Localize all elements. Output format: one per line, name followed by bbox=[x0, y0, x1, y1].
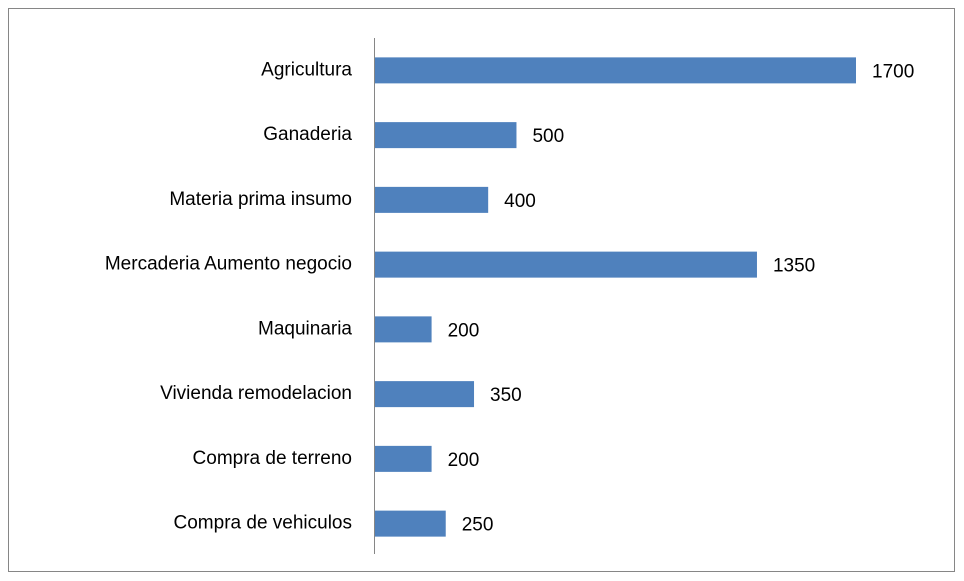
category-label: Compra de vehiculos bbox=[174, 513, 352, 534]
category-label: Compra de terreno bbox=[193, 448, 352, 469]
category-label: Maquinaria bbox=[258, 318, 352, 339]
data-label: 250 bbox=[462, 515, 494, 536]
bar bbox=[375, 445, 432, 472]
data-label: 200 bbox=[448, 320, 480, 341]
data-label: 1350 bbox=[773, 256, 815, 277]
bar bbox=[375, 510, 446, 537]
bar bbox=[375, 122, 517, 149]
category-label: Agricultura bbox=[261, 59, 352, 80]
bar bbox=[375, 57, 856, 84]
data-label: 1700 bbox=[872, 61, 914, 82]
category-label: Materia prima insumo bbox=[169, 189, 352, 210]
category-label: Vivienda remodelacion bbox=[160, 383, 352, 404]
data-label: 350 bbox=[490, 385, 522, 406]
category-label: Ganaderia bbox=[263, 124, 352, 145]
category-label: Mercaderia Aumento negocio bbox=[105, 254, 352, 275]
bar bbox=[375, 316, 432, 343]
data-label: 200 bbox=[448, 450, 480, 471]
bar bbox=[375, 251, 757, 278]
chart-border bbox=[8, 8, 955, 572]
data-label: 400 bbox=[504, 191, 536, 212]
data-label: 500 bbox=[532, 126, 564, 147]
bar bbox=[375, 381, 475, 408]
bar bbox=[375, 186, 489, 213]
